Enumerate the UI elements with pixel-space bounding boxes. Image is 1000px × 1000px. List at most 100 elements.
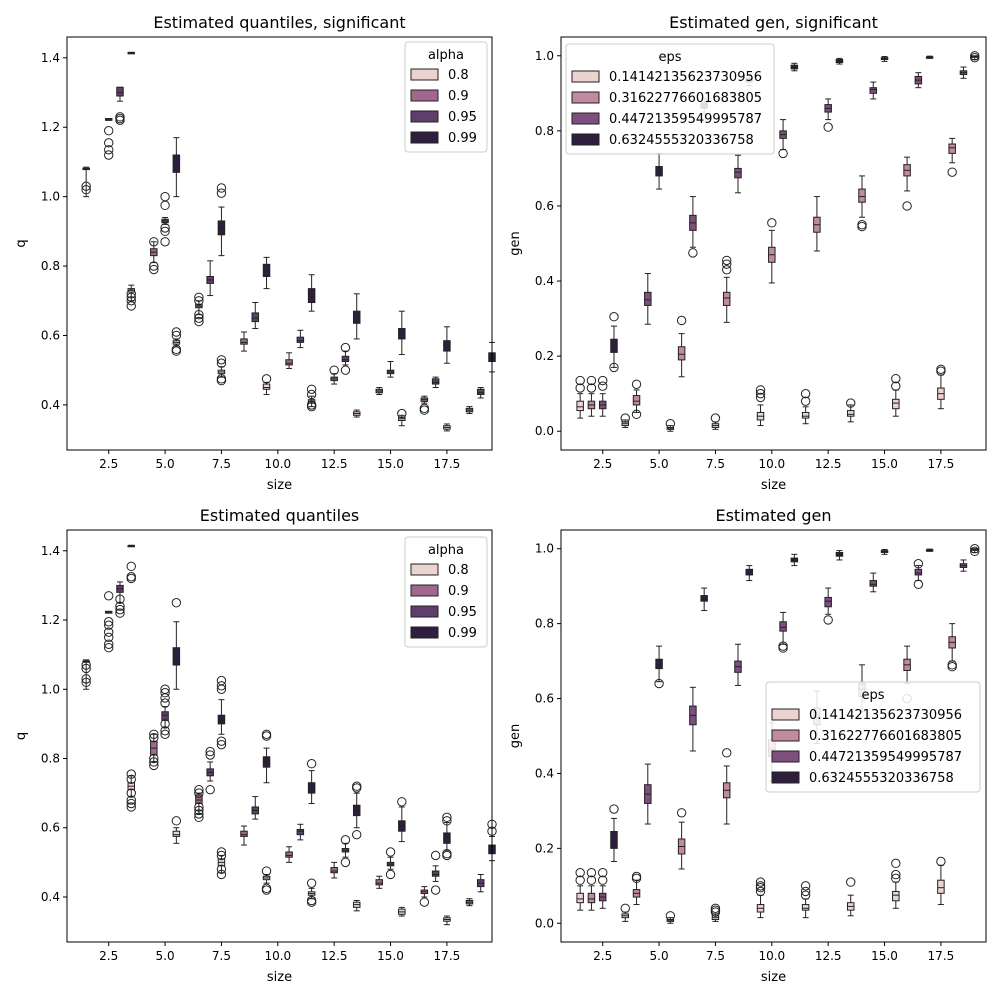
plot-marks <box>81 51 496 432</box>
axes-frame <box>560 36 987 451</box>
box-iqr <box>240 338 248 345</box>
outlier-point <box>586 875 597 885</box>
legend-item: 0.6324555320336758 <box>571 133 754 148</box>
box <box>261 866 272 895</box>
box <box>443 423 451 432</box>
outlier-point <box>722 255 732 266</box>
outlier-point <box>722 748 732 758</box>
outlier-point <box>149 237 159 247</box>
outlier-point <box>104 643 114 653</box>
outlier-point <box>205 784 215 795</box>
box <box>172 137 181 198</box>
outlier-point <box>620 413 630 423</box>
y-tick-label: 1.4 <box>41 51 60 65</box>
box <box>823 587 833 625</box>
box <box>755 877 766 919</box>
outlier-point <box>81 660 91 670</box>
box-iqr <box>296 828 305 836</box>
x-tick-label: 2.5 <box>593 457 612 471</box>
box <box>398 310 406 356</box>
outlier-point <box>970 546 980 557</box>
box <box>880 548 889 555</box>
outlier-point <box>126 788 136 798</box>
box <box>835 57 844 65</box>
outlier-point <box>81 677 91 688</box>
box <box>665 419 676 432</box>
outlier-point <box>586 868 597 878</box>
outlier-point <box>261 729 272 739</box>
legend-label: 0.44721359549995787 <box>809 750 962 765</box>
box <box>891 373 901 417</box>
box <box>261 374 272 395</box>
box <box>913 559 924 590</box>
outlier-point <box>115 594 125 604</box>
box <box>442 812 452 861</box>
legend-title: eps <box>658 50 681 65</box>
legend-swatch <box>771 729 800 742</box>
outlier-point <box>216 681 227 691</box>
box <box>329 365 339 385</box>
outlier-point <box>419 897 430 907</box>
box <box>813 196 821 252</box>
outlier-point <box>149 261 159 271</box>
legend-item: 0.9 <box>410 89 469 104</box>
box <box>609 804 619 862</box>
box <box>240 331 248 352</box>
outlier-point <box>970 51 980 61</box>
legend-item: 0.8 <box>410 563 469 578</box>
legend: alpha 0.8 0.9 0.95 0.99 <box>404 41 488 153</box>
box <box>925 55 934 59</box>
box <box>160 191 170 247</box>
y-tick-label: 0.4 <box>535 766 554 780</box>
box <box>296 329 305 349</box>
box-iqr <box>937 879 945 894</box>
legend-label: 0.9 <box>448 89 469 104</box>
y-tick-label: 1.2 <box>41 613 60 627</box>
legend-items: 0.8 0.9 0.95 0.99 <box>410 563 477 641</box>
box-iqr <box>285 851 293 858</box>
outlier-point <box>205 750 215 760</box>
y-tick-label: 0.4 <box>535 274 554 288</box>
box <box>869 81 878 100</box>
box-iqr <box>914 568 923 576</box>
box <box>115 86 125 125</box>
box <box>700 587 708 612</box>
outlier-point <box>306 400 317 410</box>
outlier-point <box>823 615 833 625</box>
series-2 <box>598 559 968 909</box>
legend-items: 0.14142135623730956 0.31622776601683805 0.… <box>571 70 762 148</box>
box-iqr <box>824 596 832 608</box>
box <box>835 550 844 561</box>
box <box>676 808 687 870</box>
outlier-point <box>598 868 608 878</box>
x-tick-label: 15.0 <box>871 949 898 963</box>
outlier-point <box>171 598 182 608</box>
outlier-point <box>216 355 227 365</box>
outlier-point <box>194 313 204 323</box>
outlier-point <box>631 379 642 389</box>
x-tick-label: 17.5 <box>434 949 461 963</box>
outlier-point <box>160 237 170 247</box>
box <box>375 387 384 395</box>
box <box>419 395 430 415</box>
outlier-point <box>936 856 946 867</box>
x-tick-label: 12.5 <box>321 457 348 471</box>
x-axis-label: size <box>761 970 786 985</box>
legend-swatch <box>410 584 439 597</box>
outlier-point <box>755 385 766 395</box>
outlier-point <box>947 660 957 670</box>
outlier-point <box>126 798 136 809</box>
legend-swatch <box>571 70 600 83</box>
legend-label: 0.14142135623730956 <box>609 70 762 85</box>
box <box>476 873 485 893</box>
outlier-point <box>947 167 957 177</box>
box <box>126 544 136 584</box>
box <box>936 364 946 410</box>
outlier-point <box>676 315 687 326</box>
box-iqr <box>576 892 584 904</box>
legend-item: 0.99 <box>410 626 477 641</box>
box <box>127 51 136 55</box>
box-iqr <box>195 794 203 805</box>
outlier-point <box>81 674 91 684</box>
